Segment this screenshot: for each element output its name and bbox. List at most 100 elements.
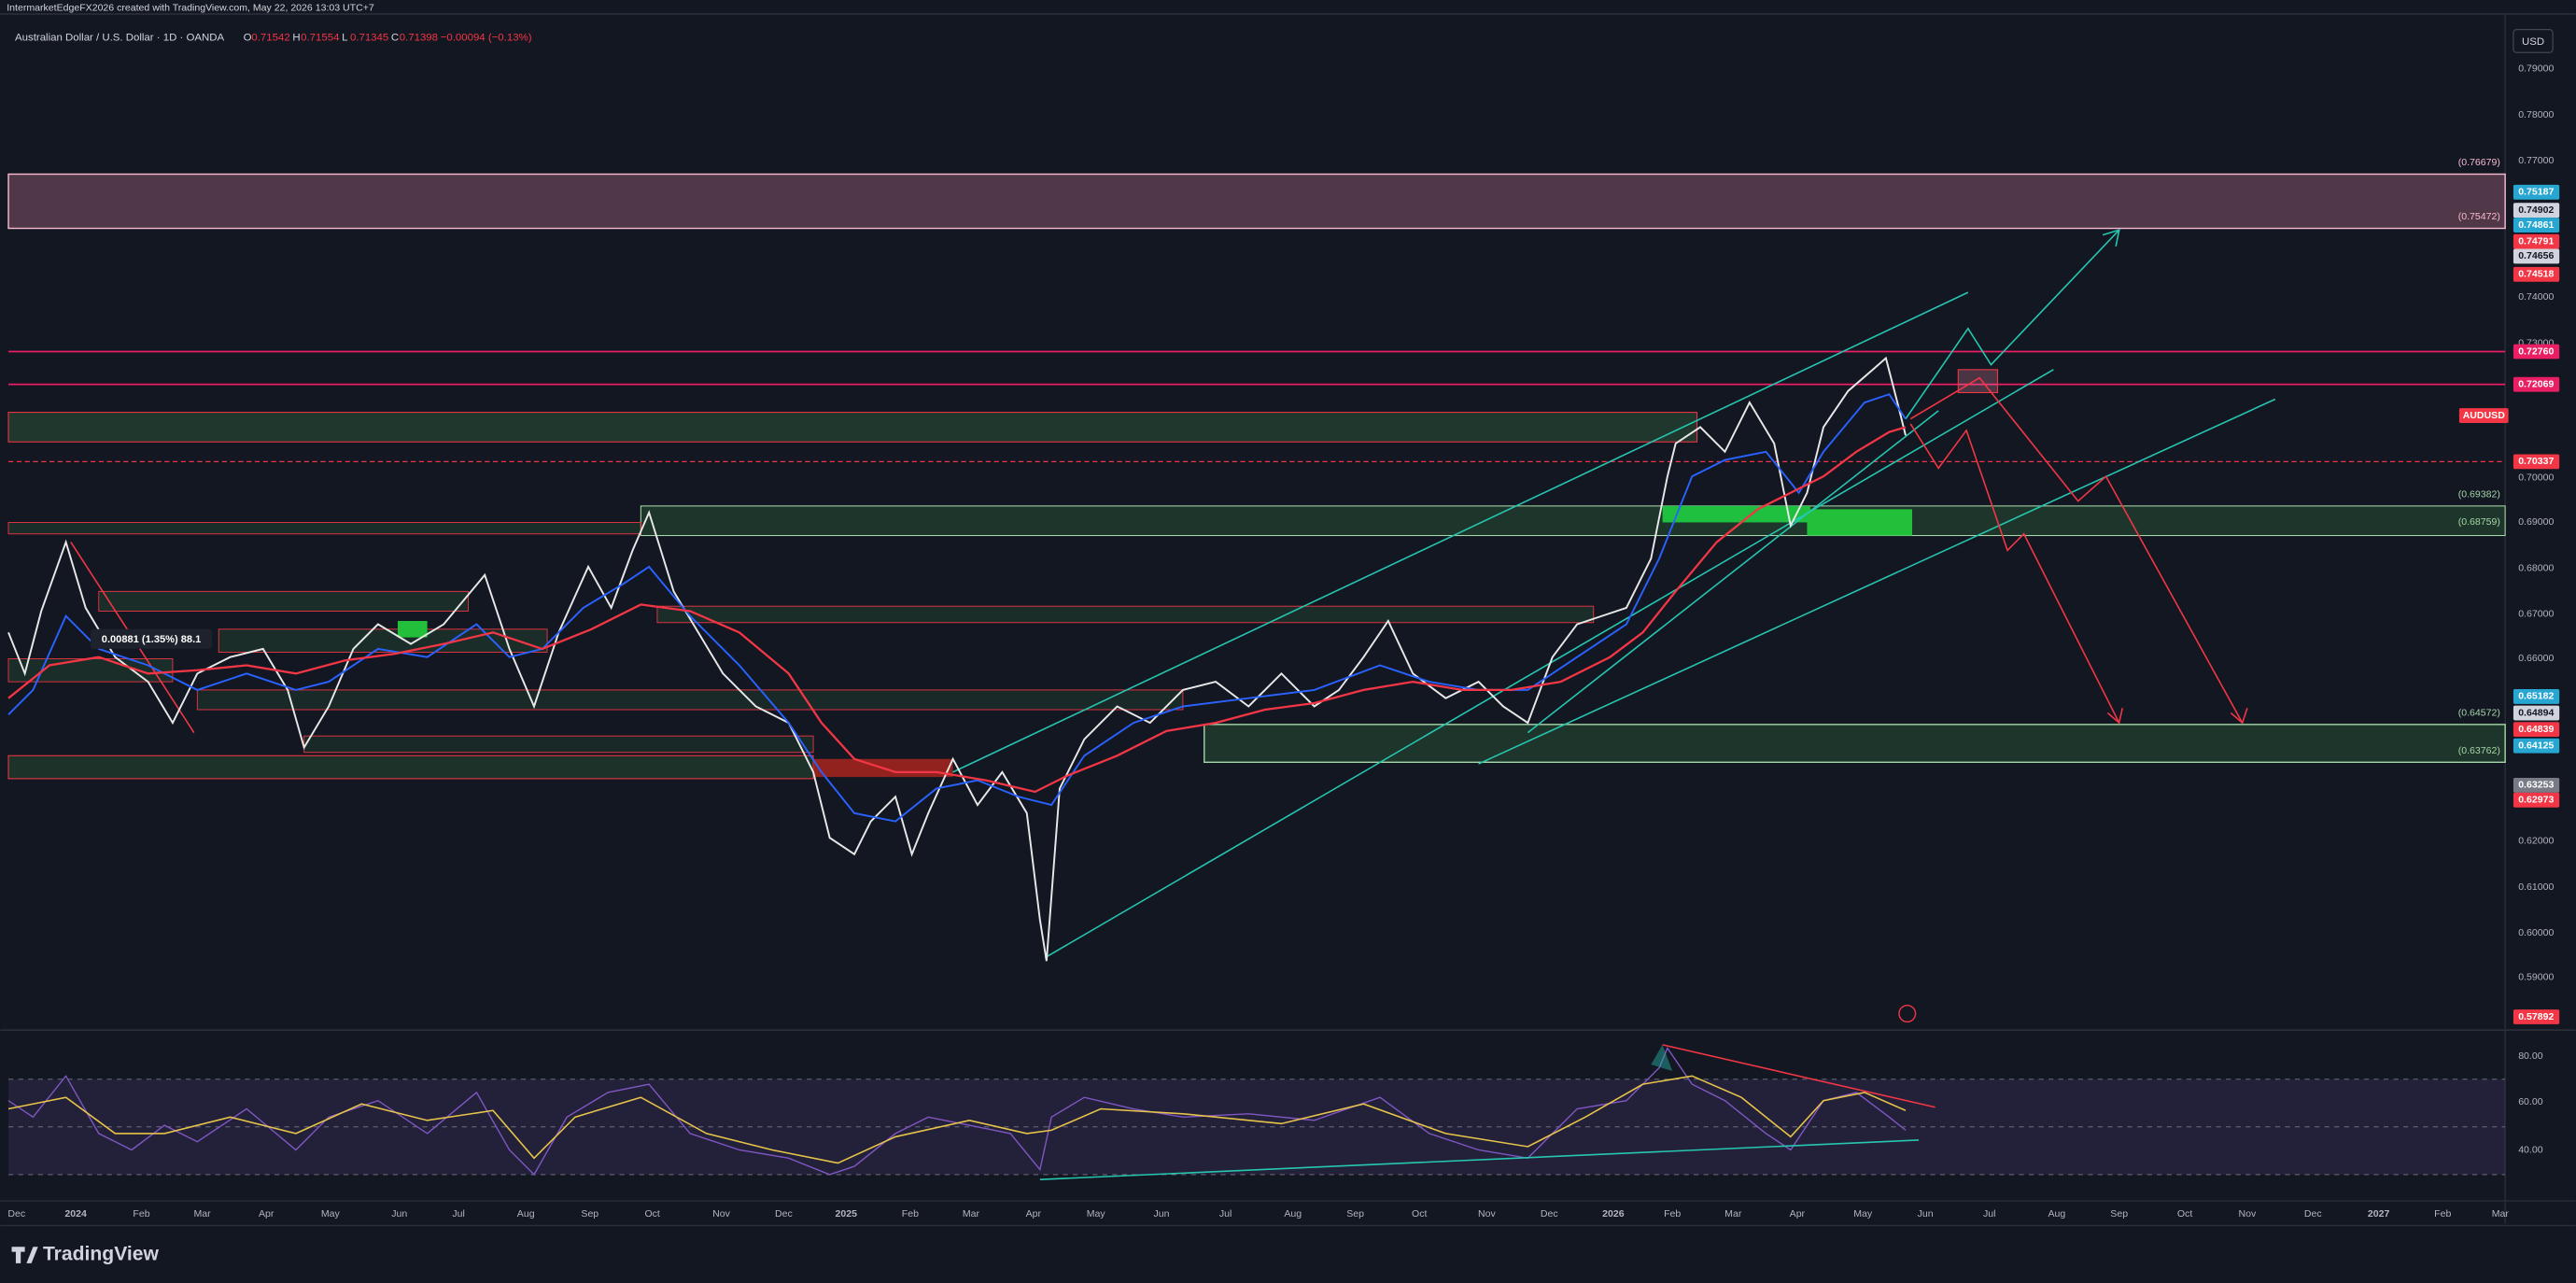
- fill-block: [1662, 505, 1810, 523]
- price-label: 0.78000: [2518, 109, 2554, 120]
- price-label: 0.64125: [2518, 740, 2554, 751]
- time-label: Nov: [1478, 1208, 1496, 1220]
- ohlc-key: L: [342, 32, 347, 43]
- price-badge: [2513, 705, 2560, 721]
- ohlc: O 0.71542 H 0.71554 L 0.71345 C 0.71398 −0.00094…: [244, 32, 532, 43]
- price-label: 0.74791: [2518, 235, 2554, 247]
- time-label: Jun: [1918, 1208, 1934, 1220]
- rsi-label: 60.00: [2518, 1096, 2543, 1107]
- price-label: 0.66000: [2518, 653, 2554, 664]
- rsi-line: [7, 1046, 1907, 1177]
- price-badge: [2513, 184, 2560, 200]
- price-label: 0.79000: [2518, 63, 2554, 75]
- ohlc-value: 0.71398: [400, 32, 438, 43]
- time-label: Jun: [391, 1208, 407, 1220]
- time-label: Apr: [259, 1208, 274, 1220]
- price-badge: [2513, 218, 2560, 233]
- time-label: 2024: [64, 1208, 87, 1220]
- fill-block: [1807, 509, 1913, 536]
- price-badge: [2513, 248, 2560, 264]
- time-label: Nov: [712, 1208, 730, 1220]
- time-label: Nov: [2239, 1208, 2257, 1220]
- price-badge: [2513, 233, 2560, 249]
- time-label: Feb: [1664, 1208, 1681, 1220]
- time-label: Aug: [2048, 1208, 2065, 1220]
- price-label: 0.67000: [2518, 609, 2554, 620]
- slow-ma: [7, 426, 1907, 794]
- fast-ma: [7, 393, 1907, 823]
- price-label: 0.60000: [2518, 927, 2554, 938]
- time-label: May: [1087, 1208, 1106, 1220]
- time-label: Oct: [2177, 1208, 2192, 1220]
- zone: [7, 522, 641, 535]
- currency-label[interactable]: USD: [2522, 36, 2544, 48]
- price-badge: [2513, 454, 2560, 470]
- time-label: Aug: [517, 1208, 535, 1220]
- price-label: 0.69000: [2518, 516, 2554, 528]
- rsi-trendline: [1039, 1139, 1920, 1180]
- time-label: Aug: [1284, 1208, 1302, 1220]
- zone: [303, 735, 814, 754]
- price-label: 0.73000: [2518, 337, 2554, 348]
- measure-tooltip: [90, 628, 213, 649]
- symbol-tag-label: AUDUSD: [2463, 410, 2506, 421]
- price-label: 0.62973: [2518, 795, 2554, 806]
- target-box: [1957, 369, 1999, 393]
- price-label: 0.77000: [2518, 155, 2554, 166]
- ohlc-value: −0.00094 (−0.13%): [441, 32, 532, 43]
- time-label: Mar: [2492, 1208, 2510, 1220]
- time-label: 2027: [2368, 1208, 2390, 1220]
- time-label: May: [1853, 1208, 1873, 1220]
- price-badge: [2513, 203, 2560, 219]
- supply-zone: [7, 173, 2506, 230]
- symbol-tag: [2458, 408, 2509, 424]
- price-path: [7, 356, 1907, 962]
- level-label: (0.76679): [2458, 157, 2500, 168]
- zone: [218, 628, 548, 653]
- time-label: Apr: [1026, 1208, 1042, 1220]
- currency-button[interactable]: [2513, 29, 2554, 53]
- ohlc-key: H: [292, 32, 300, 43]
- time-label: Mar: [194, 1208, 212, 1220]
- time-label: Oct: [644, 1208, 659, 1220]
- demand-zone: [7, 412, 1698, 443]
- level-label: (0.75472): [2458, 211, 2500, 222]
- price-label: 0.57892: [2518, 1011, 2554, 1022]
- price-label: 0.74861: [2518, 219, 2554, 231]
- time-label: Apr: [1790, 1208, 1806, 1220]
- price-label: 0.62000: [2518, 836, 2554, 847]
- price-label: 0.72760: [2518, 345, 2554, 357]
- measure-label: 0.00881 (1.35%) 88.1: [102, 634, 202, 645]
- price-badge: [2513, 689, 2560, 704]
- rsi-marker: [1651, 1044, 1673, 1072]
- time-label: Mar: [1724, 1208, 1742, 1220]
- price-label: 0.64839: [2518, 724, 2554, 735]
- rsi-divergence: [1662, 1044, 1936, 1108]
- time-label: May: [321, 1208, 341, 1220]
- logo-text: TradingView: [43, 1244, 160, 1265]
- price-label: 0.74656: [2518, 250, 2554, 261]
- level-label: (0.68759): [2458, 516, 2500, 528]
- price-badge: [2513, 1009, 2560, 1024]
- zone: [196, 689, 1184, 711]
- time-label: Jul: [452, 1208, 464, 1220]
- price-badge: [2513, 778, 2560, 793]
- rsi-label: 40.00: [2518, 1144, 2543, 1155]
- level-label: (0.64572): [2458, 707, 2500, 718]
- fill-block: [397, 621, 428, 638]
- ohlc-value: 0.71542: [251, 32, 289, 43]
- time-label: 2026: [1602, 1208, 1625, 1220]
- time-label: Mar: [963, 1208, 980, 1220]
- price-badge: [2513, 376, 2560, 392]
- zone: [98, 590, 470, 612]
- symbol: Australian Dollar / U.S. Dollar · 1D · O…: [15, 32, 224, 43]
- price-label: 0.61000: [2518, 881, 2554, 893]
- price-label: 0.74000: [2518, 291, 2554, 303]
- time-label: Feb: [2434, 1208, 2451, 1220]
- price-label: 0.72069: [2518, 378, 2554, 389]
- time-label: Dec: [7, 1208, 25, 1220]
- logo: TradingView: [11, 1244, 160, 1265]
